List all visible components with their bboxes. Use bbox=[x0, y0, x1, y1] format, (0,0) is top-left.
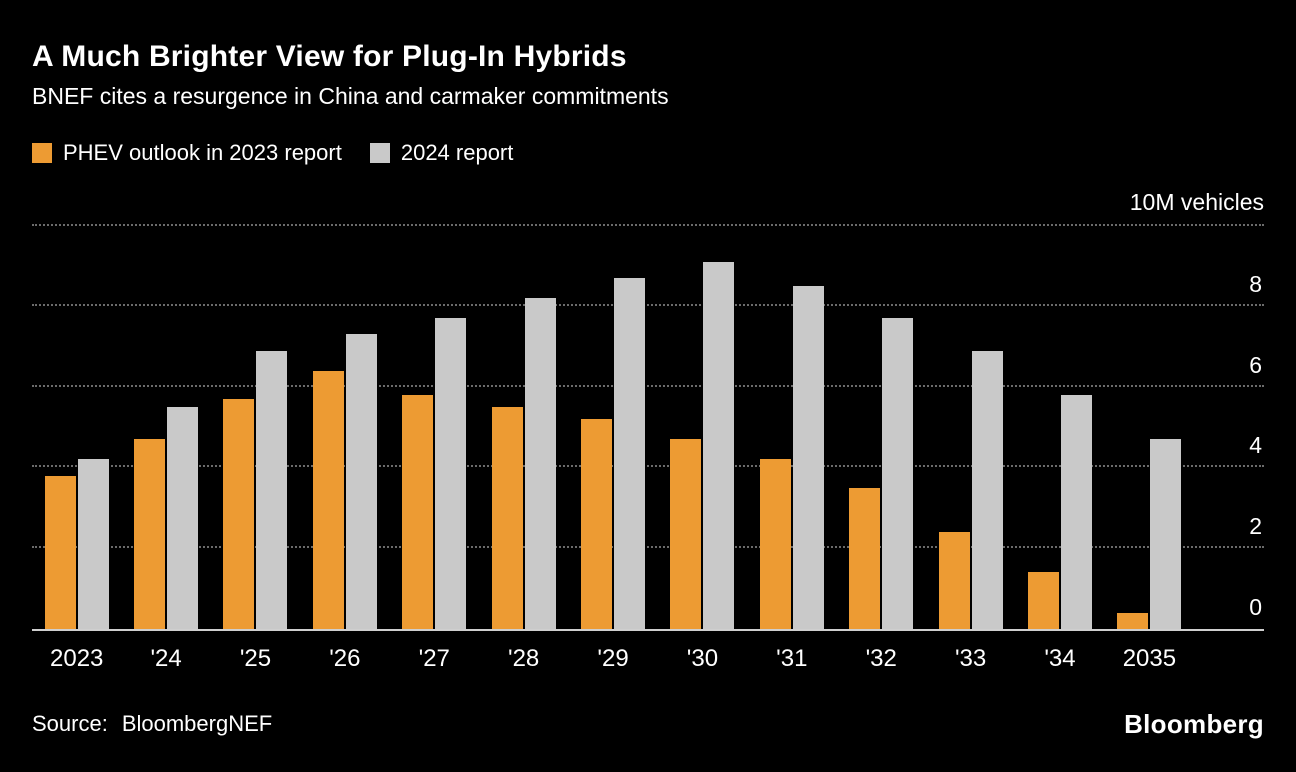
plot-area: 10M vehicles 0 2 4 6 8 bbox=[32, 189, 1264, 631]
bar-series0-24 bbox=[134, 439, 166, 629]
bar-group-28 bbox=[479, 226, 568, 629]
legend: PHEV outlook in 2023 report 2024 report bbox=[32, 140, 1264, 166]
bar-series0-27 bbox=[402, 394, 434, 629]
bar-group-25 bbox=[211, 226, 300, 629]
x-axis-label-34: '34 bbox=[1044, 644, 1076, 672]
bar-series1-25 bbox=[256, 350, 288, 629]
bar-series1-26 bbox=[345, 334, 377, 629]
bar-series0-29 bbox=[581, 419, 613, 629]
bloomberg-logo: Bloomberg bbox=[1124, 708, 1264, 739]
bar-group-26 bbox=[300, 226, 389, 629]
bar-group-29 bbox=[568, 226, 657, 629]
x-axis-label-33: '33 bbox=[954, 644, 987, 672]
x-axis-label-25: '25 bbox=[239, 644, 272, 672]
bar-group-2035 bbox=[1105, 226, 1194, 629]
y-tick-label-8: 8 bbox=[1249, 271, 1262, 298]
gridline-2 bbox=[32, 546, 1264, 549]
bar-series0-26 bbox=[312, 370, 344, 629]
gridline-8 bbox=[32, 304, 1264, 307]
bar-series0-25 bbox=[223, 398, 255, 629]
chart-footer: Source: BloombergNEF Bloomberg bbox=[32, 709, 1264, 740]
y-tick-label-2: 2 bbox=[1249, 513, 1262, 540]
bar-series0-31 bbox=[759, 459, 791, 629]
gridline-4 bbox=[32, 465, 1264, 468]
bar-series1-32 bbox=[882, 318, 914, 629]
legend-swatch-phev-2023-icon bbox=[32, 142, 52, 163]
gridline-6 bbox=[32, 384, 1264, 387]
x-axis-label-26: '26 bbox=[329, 644, 361, 672]
bar-series1-33 bbox=[971, 350, 1003, 629]
bar-series1-34 bbox=[1060, 394, 1092, 629]
bar-series0-30 bbox=[670, 439, 702, 629]
bar-group-32 bbox=[837, 226, 926, 629]
legend-item-phev-2023: PHEV outlook in 2023 report bbox=[32, 140, 342, 166]
y-tick-label-6: 6 bbox=[1249, 351, 1262, 378]
bar-group-24 bbox=[121, 226, 210, 629]
legend-label-2024-report: 2024 report bbox=[400, 139, 514, 165]
gridline-10 bbox=[32, 223, 1264, 226]
legend-swatch-2024-report-icon bbox=[369, 142, 390, 163]
bar-group-33 bbox=[926, 226, 1015, 629]
bar-series0-32 bbox=[849, 487, 881, 629]
chart-subtitle: BNEF cites a resurgence in China and car… bbox=[32, 82, 669, 109]
y-tick-label-0: 0 bbox=[1249, 593, 1262, 620]
bar-series0-2023 bbox=[44, 475, 76, 629]
source-line: Source: BloombergNEF bbox=[32, 711, 272, 737]
bar-series1-2035 bbox=[1150, 439, 1182, 629]
bar-series0-28 bbox=[491, 406, 523, 629]
bar-series1-24 bbox=[167, 406, 199, 629]
x-axis-label-2023: 2023 bbox=[50, 644, 104, 672]
bar-group-34 bbox=[1015, 226, 1104, 629]
x-axis-label-24: '24 bbox=[150, 644, 182, 672]
x-axis-label-27: '27 bbox=[418, 644, 450, 672]
bar-group-27 bbox=[390, 226, 479, 629]
chart-header: A Much Brighter View for Plug-In Hybrids… bbox=[32, 40, 1264, 110]
x-axis-label-32: '32 bbox=[865, 644, 897, 672]
bar-series1-27 bbox=[435, 318, 467, 629]
bar-group-31 bbox=[747, 226, 836, 629]
y-tick-label-4: 4 bbox=[1249, 432, 1262, 459]
bar-group-30 bbox=[658, 226, 747, 629]
bar-series0-34 bbox=[1027, 572, 1059, 629]
bars-container bbox=[32, 226, 1264, 629]
bar-series1-2023 bbox=[77, 459, 109, 629]
source-value: BloombergNEF bbox=[121, 711, 273, 737]
legend-item-2024-report: 2024 report bbox=[369, 139, 514, 166]
y-axis-unit-label: 10M vehicles bbox=[1129, 188, 1264, 215]
x-axis-label-31: '31 bbox=[776, 644, 808, 672]
x-axis: 2023 '24 '25 '26 '27 '28 '29 '30 '31 '32 '33 '34 203… bbox=[32, 645, 1264, 673]
x-axis-label-29: '29 bbox=[597, 644, 629, 672]
bar-series1-30 bbox=[703, 261, 735, 629]
source-label: Source: bbox=[32, 711, 108, 737]
legend-label-phev-2023: PHEV outlook in 2023 report bbox=[63, 139, 342, 165]
bar-series1-29 bbox=[614, 278, 646, 629]
chart-title: A Much Brighter View for Plug-In Hybrids bbox=[32, 40, 627, 73]
x-axis-label-30: '30 bbox=[686, 644, 719, 672]
bar-series1-28 bbox=[524, 298, 556, 629]
bar-group-2023 bbox=[32, 226, 121, 629]
plot-wrap: 10M vehicles 0 2 4 6 8 2023 '24 '25 '26 '27 '28 '2… bbox=[32, 189, 1264, 673]
x-axis-label-2035: 2035 bbox=[1122, 644, 1177, 672]
bar-series1-31 bbox=[792, 286, 824, 629]
x-axis-label-28: '28 bbox=[508, 644, 540, 672]
bar-series0-33 bbox=[938, 531, 970, 629]
bar-series0-2035 bbox=[1117, 612, 1149, 629]
